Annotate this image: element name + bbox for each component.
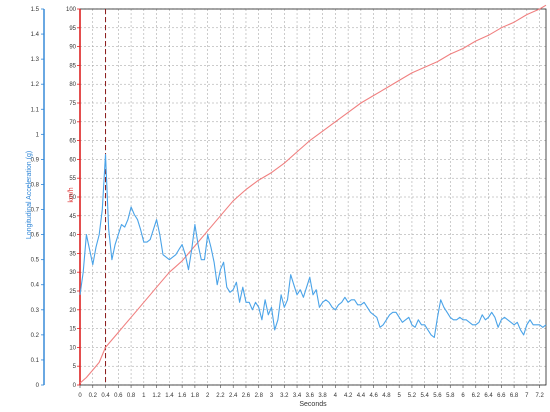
left-axis-tick-label: 0.6 <box>31 233 40 239</box>
x-axis-tick-label: 5 <box>398 393 402 399</box>
speed-axis-tick-label: 100 <box>66 7 77 13</box>
series-layer <box>79 4 547 384</box>
left-axis-tick-label: 0.9 <box>31 157 40 163</box>
x-axis-tick-label: 1.4 <box>165 393 174 399</box>
speed-axis-tick-label: 55 <box>69 176 76 182</box>
left-axis-tick-label: 0.7 <box>31 208 40 214</box>
speed-axis-tick-label: 60 <box>69 157 76 163</box>
x-axis-tick-label: 6.8 <box>510 393 519 399</box>
speed-axis-tick-label: 95 <box>69 26 76 32</box>
x-axis-tick-label: 2 <box>206 393 210 399</box>
x-axis-tick-label: 3.6 <box>306 393 315 399</box>
x-axis-tick-label: 7.2 <box>535 393 544 399</box>
left-axis-tick-label: 0 <box>36 383 40 389</box>
left-axis-tick-label: 1.1 <box>31 107 40 113</box>
x-axis-tick-label: 1 <box>142 393 146 399</box>
x-axis-tick-label: 1.2 <box>152 393 161 399</box>
grid <box>79 8 546 386</box>
x-axis-title: Seconds <box>299 401 327 408</box>
x-axis-tick-label: 5.2 <box>408 393 417 399</box>
left-y-axis: 0 0.1 0.2 0.3 0.4 0.5 0.6 0.7 0.8 0.9 1 1.1 1.2 1.3 1.… <box>31 7 45 389</box>
x-axis-tick-label: 0.4 <box>101 393 110 399</box>
x-axis-tick-label: 4.6 <box>369 393 378 399</box>
speed-axis-tick-label: 75 <box>69 101 76 107</box>
x-axis-tick-label: 0 <box>78 393 82 399</box>
speed-axis-tick-label: 5 <box>73 364 77 370</box>
speed-series-line <box>79 4 547 384</box>
speed-axis-tick-label: 25 <box>69 289 76 295</box>
x-axis-tick-label: 6.4 <box>484 393 493 399</box>
left-axis-tick-label: 1.2 <box>31 82 40 88</box>
speed-axis-tick-label: 90 <box>69 45 76 51</box>
x-axis-tick-label: 4.4 <box>357 393 366 399</box>
speed-axis-tick-label: 65 <box>69 139 76 145</box>
left-axis-tick-label: 1 <box>36 132 40 138</box>
left-axis-tick-label: 0.3 <box>31 308 40 314</box>
x-axis-tick-label: 1.6 <box>178 393 187 399</box>
left-axis-tick-label: 1.3 <box>31 57 40 63</box>
left-axis-tick-label: 0.5 <box>31 258 40 264</box>
x-axis-tick-label: 6.2 <box>472 393 481 399</box>
left-axis-tick-label: 0.8 <box>31 182 40 188</box>
x-axis-tick-label: 3.8 <box>318 393 327 399</box>
left-axis-tick-label: 0.4 <box>31 283 40 289</box>
x-axis-tick-label: 5.8 <box>446 393 455 399</box>
left-axis-tick-label: 0.2 <box>31 333 40 339</box>
acceleration-series-line <box>79 153 547 338</box>
speed-axis-tick-label: 35 <box>69 251 76 257</box>
right-y-axis: 0 5 10 15 20 25 30 35 40 45 50 55 60 65 70 75 80 85 90 95 10… <box>66 7 81 389</box>
x-axis-tick-label: 6.6 <box>497 393 506 399</box>
speed-axis-tick-label: 70 <box>69 120 76 126</box>
x-axis-tick-label: 0.6 <box>114 393 123 399</box>
x-axis-tick-label: 2.2 <box>216 393 225 399</box>
speed-axis-tick-label: 30 <box>69 270 76 276</box>
x-axis-tick-label: 3.4 <box>293 393 302 399</box>
speed-axis-tick-label: 80 <box>69 82 76 88</box>
x-axis-tick-label: 2.6 <box>242 393 251 399</box>
speed-axis-tick-label: 0 <box>73 383 77 389</box>
x-axis-tick-label: 3 <box>270 393 274 399</box>
right-y-axis-title: km/h <box>68 187 75 202</box>
x-axis-tick-label: 0.2 <box>89 393 98 399</box>
x-axis-tick-label: 5.6 <box>433 393 442 399</box>
x-axis-tick-label: 7 <box>525 393 529 399</box>
x-axis-tick-label: 2.8 <box>255 393 264 399</box>
left-y-axis-title: Longitudinal Acceleration (g) <box>26 151 33 239</box>
x-axis-tick-label: 5.4 <box>421 393 430 399</box>
speed-axis-tick-label: 10 <box>69 345 76 351</box>
x-axis-tick-label: 1.8 <box>191 393 200 399</box>
speed-axis-tick-label: 45 <box>69 214 76 220</box>
speed-axis-tick-label: 20 <box>69 308 76 314</box>
speed-axis-tick-label: 15 <box>69 327 76 333</box>
x-axis-tick-label: 6 <box>461 393 465 399</box>
speed-axis-tick-label: 50 <box>69 195 76 201</box>
left-axis-tick-label: 1.4 <box>31 32 40 38</box>
x-axis: 0 0.2 0.4 0.6 0.8 1 1.2 1.4 1.6 1.8 2 2.2 2.4 2.6 2.8 3… <box>78 385 544 399</box>
x-axis-tick-label: 4 <box>334 393 338 399</box>
speed-axis-tick-label: 40 <box>69 233 76 239</box>
x-axis-tick-label: 0.8 <box>127 393 136 399</box>
x-axis-tick-label: 4.8 <box>382 393 391 399</box>
left-axis-tick-label: 0.1 <box>31 358 40 364</box>
x-axis-tick-label: 3.2 <box>280 393 289 399</box>
x-axis-tick-label: 4.2 <box>344 393 353 399</box>
left-axis-tick-label: 1.5 <box>31 7 40 13</box>
speed-axis-tick-label: 85 <box>69 63 76 69</box>
x-axis-tick-label: 2.4 <box>229 393 238 399</box>
